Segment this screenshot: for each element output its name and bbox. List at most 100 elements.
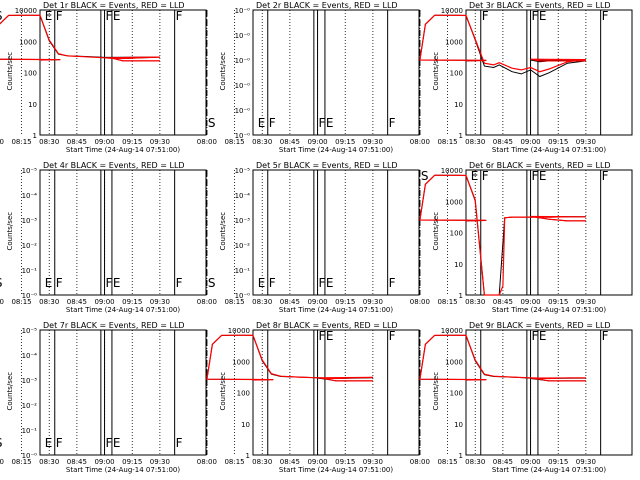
plot-title: Det 1r BLACK = Events, RED = LLD (43, 1, 185, 10)
plot-title: Det 2r BLACK = Events, RED = LLD (256, 1, 398, 10)
y-tick-label: 1000 (19, 38, 37, 46)
x-tick-label: 09:00 (307, 298, 327, 306)
x-tick-label: 09:30 (150, 458, 170, 466)
x-tick-label: 09:00 (520, 138, 540, 146)
marker-label: S (0, 9, 3, 23)
y-tick-label: 1 (459, 452, 463, 460)
x-tick-label: 08:45 (493, 298, 513, 306)
x-axis-label: Start Time (24-Aug-14 07:51:00) (279, 306, 393, 314)
marker-label: F (56, 9, 63, 23)
x-tick-label: 08:30 (252, 138, 272, 146)
marker-label: F (602, 9, 609, 23)
y-tick-label: 10⁻¹ (235, 267, 251, 275)
marker-label: E (539, 169, 547, 183)
series-line-lld (206, 334, 373, 382)
y-tick-label: 1000 (232, 358, 250, 366)
marker-label: E (45, 436, 53, 450)
marker-label: F (602, 169, 609, 183)
x-tick-label: 08:15 (437, 298, 457, 306)
marker-label: E (113, 276, 121, 290)
plot-title: Det 3r BLACK = Events, RED = LLD (469, 1, 611, 10)
x-tick-label: 08:45 (280, 138, 300, 146)
x-tick-label: 09:30 (576, 138, 596, 146)
y-tick-label: 10000 (441, 7, 463, 15)
y-tick-label: 10⁻³ (22, 217, 38, 225)
marker-label: S (0, 276, 3, 290)
y-axis-label: Counts/sec (219, 372, 227, 411)
marker-label: E (45, 276, 53, 290)
plot-frame (252, 329, 420, 456)
x-tick-label: 08:00 (197, 138, 217, 146)
y-tick-label: 100 (237, 390, 250, 398)
marker-label: S (208, 276, 216, 290)
marker-label: F (176, 9, 183, 23)
x-tick-label: 08:00 (197, 458, 217, 466)
plot-frame (39, 9, 207, 136)
x-tick-label: 09:00 (94, 138, 114, 146)
y-tick-label: 100 (450, 230, 463, 238)
marker-label: E (326, 116, 334, 130)
x-tick-label: 08:00 (0, 138, 4, 146)
x-tick-label: 08:45 (67, 298, 87, 306)
x-axis-label: Start Time (24-Aug-14 07:51:00) (279, 466, 393, 474)
x-tick-label: 08:45 (493, 138, 513, 146)
y-tick-label: 10⁻⁵ (235, 167, 251, 175)
marker-label: F (482, 9, 489, 23)
y-tick-label: 10⁻⁵ (22, 167, 38, 175)
x-tick-label: 09:30 (576, 458, 596, 466)
x-tick-label: 08:45 (280, 458, 300, 466)
y-tick-label: 10000 (15, 7, 37, 15)
marker-label: S (421, 169, 429, 183)
x-tick-label: 09:15 (335, 458, 355, 466)
marker-label: E (45, 9, 53, 23)
marker-label: E (539, 329, 547, 343)
y-tick-label: 10 (241, 421, 250, 429)
marker-label: F (389, 276, 396, 290)
marker-label: F (269, 116, 276, 130)
x-tick-label: 09:00 (520, 458, 540, 466)
x-axis-label: Start Time (24-Aug-14 07:51:00) (492, 146, 606, 154)
x-tick-label: 09:00 (307, 138, 327, 146)
y-tick-label: 1000 (445, 38, 463, 46)
y-tick-label: 100 (450, 390, 463, 398)
marker-label: F (532, 169, 539, 183)
plot-frame (465, 169, 633, 296)
x-tick-label: 09:30 (363, 458, 383, 466)
y-tick-label: 10⁻⁰ (22, 452, 38, 460)
x-axis-label: Start Time (24-Aug-14 07:51:00) (66, 146, 180, 154)
x-tick-label: 09:30 (576, 298, 596, 306)
y-tick-label: 100 (450, 70, 463, 78)
y-tick-label: 10 (454, 101, 463, 109)
plot-title: Det 5r BLACK = Events, RED = LLD (256, 161, 398, 170)
marker-label: F (56, 436, 63, 450)
y-tick-label: 100 (24, 70, 37, 78)
marker-label: F (106, 276, 113, 290)
y-tick-label: 1 (246, 452, 250, 460)
y-tick-label: 10⁻⁰ (235, 82, 251, 90)
x-tick-label: 08:30 (39, 298, 59, 306)
y-axis-label: Counts/sec (219, 212, 227, 251)
x-tick-label: 08:00 (410, 298, 430, 306)
y-axis-label: Counts/sec (432, 52, 440, 91)
x-tick-label: 08:15 (11, 458, 31, 466)
y-tick-label: 10000 (228, 327, 250, 335)
x-tick-label: 08:15 (224, 138, 244, 146)
y-tick-label: 10⁻² (22, 242, 38, 250)
series-line-lld (0, 14, 160, 62)
x-tick-label: 08:45 (280, 298, 300, 306)
marker-label: F (532, 329, 539, 343)
y-axis-label: Counts/sec (6, 52, 14, 91)
marker-label: F (482, 169, 489, 183)
x-tick-label: 08:15 (11, 138, 31, 146)
x-tick-label: 09:15 (122, 298, 142, 306)
marker-label: F (56, 276, 63, 290)
marker-label: F (176, 276, 183, 290)
marker-label: E (471, 169, 479, 183)
y-tick-label: 10⁻⁰ (235, 132, 251, 140)
y-tick-label: 10⁻¹ (22, 267, 38, 275)
marker-label: F (602, 329, 609, 343)
x-tick-label: 09:15 (335, 298, 355, 306)
plot-title: Det 4r BLACK = Events, RED = LLD (43, 161, 185, 170)
